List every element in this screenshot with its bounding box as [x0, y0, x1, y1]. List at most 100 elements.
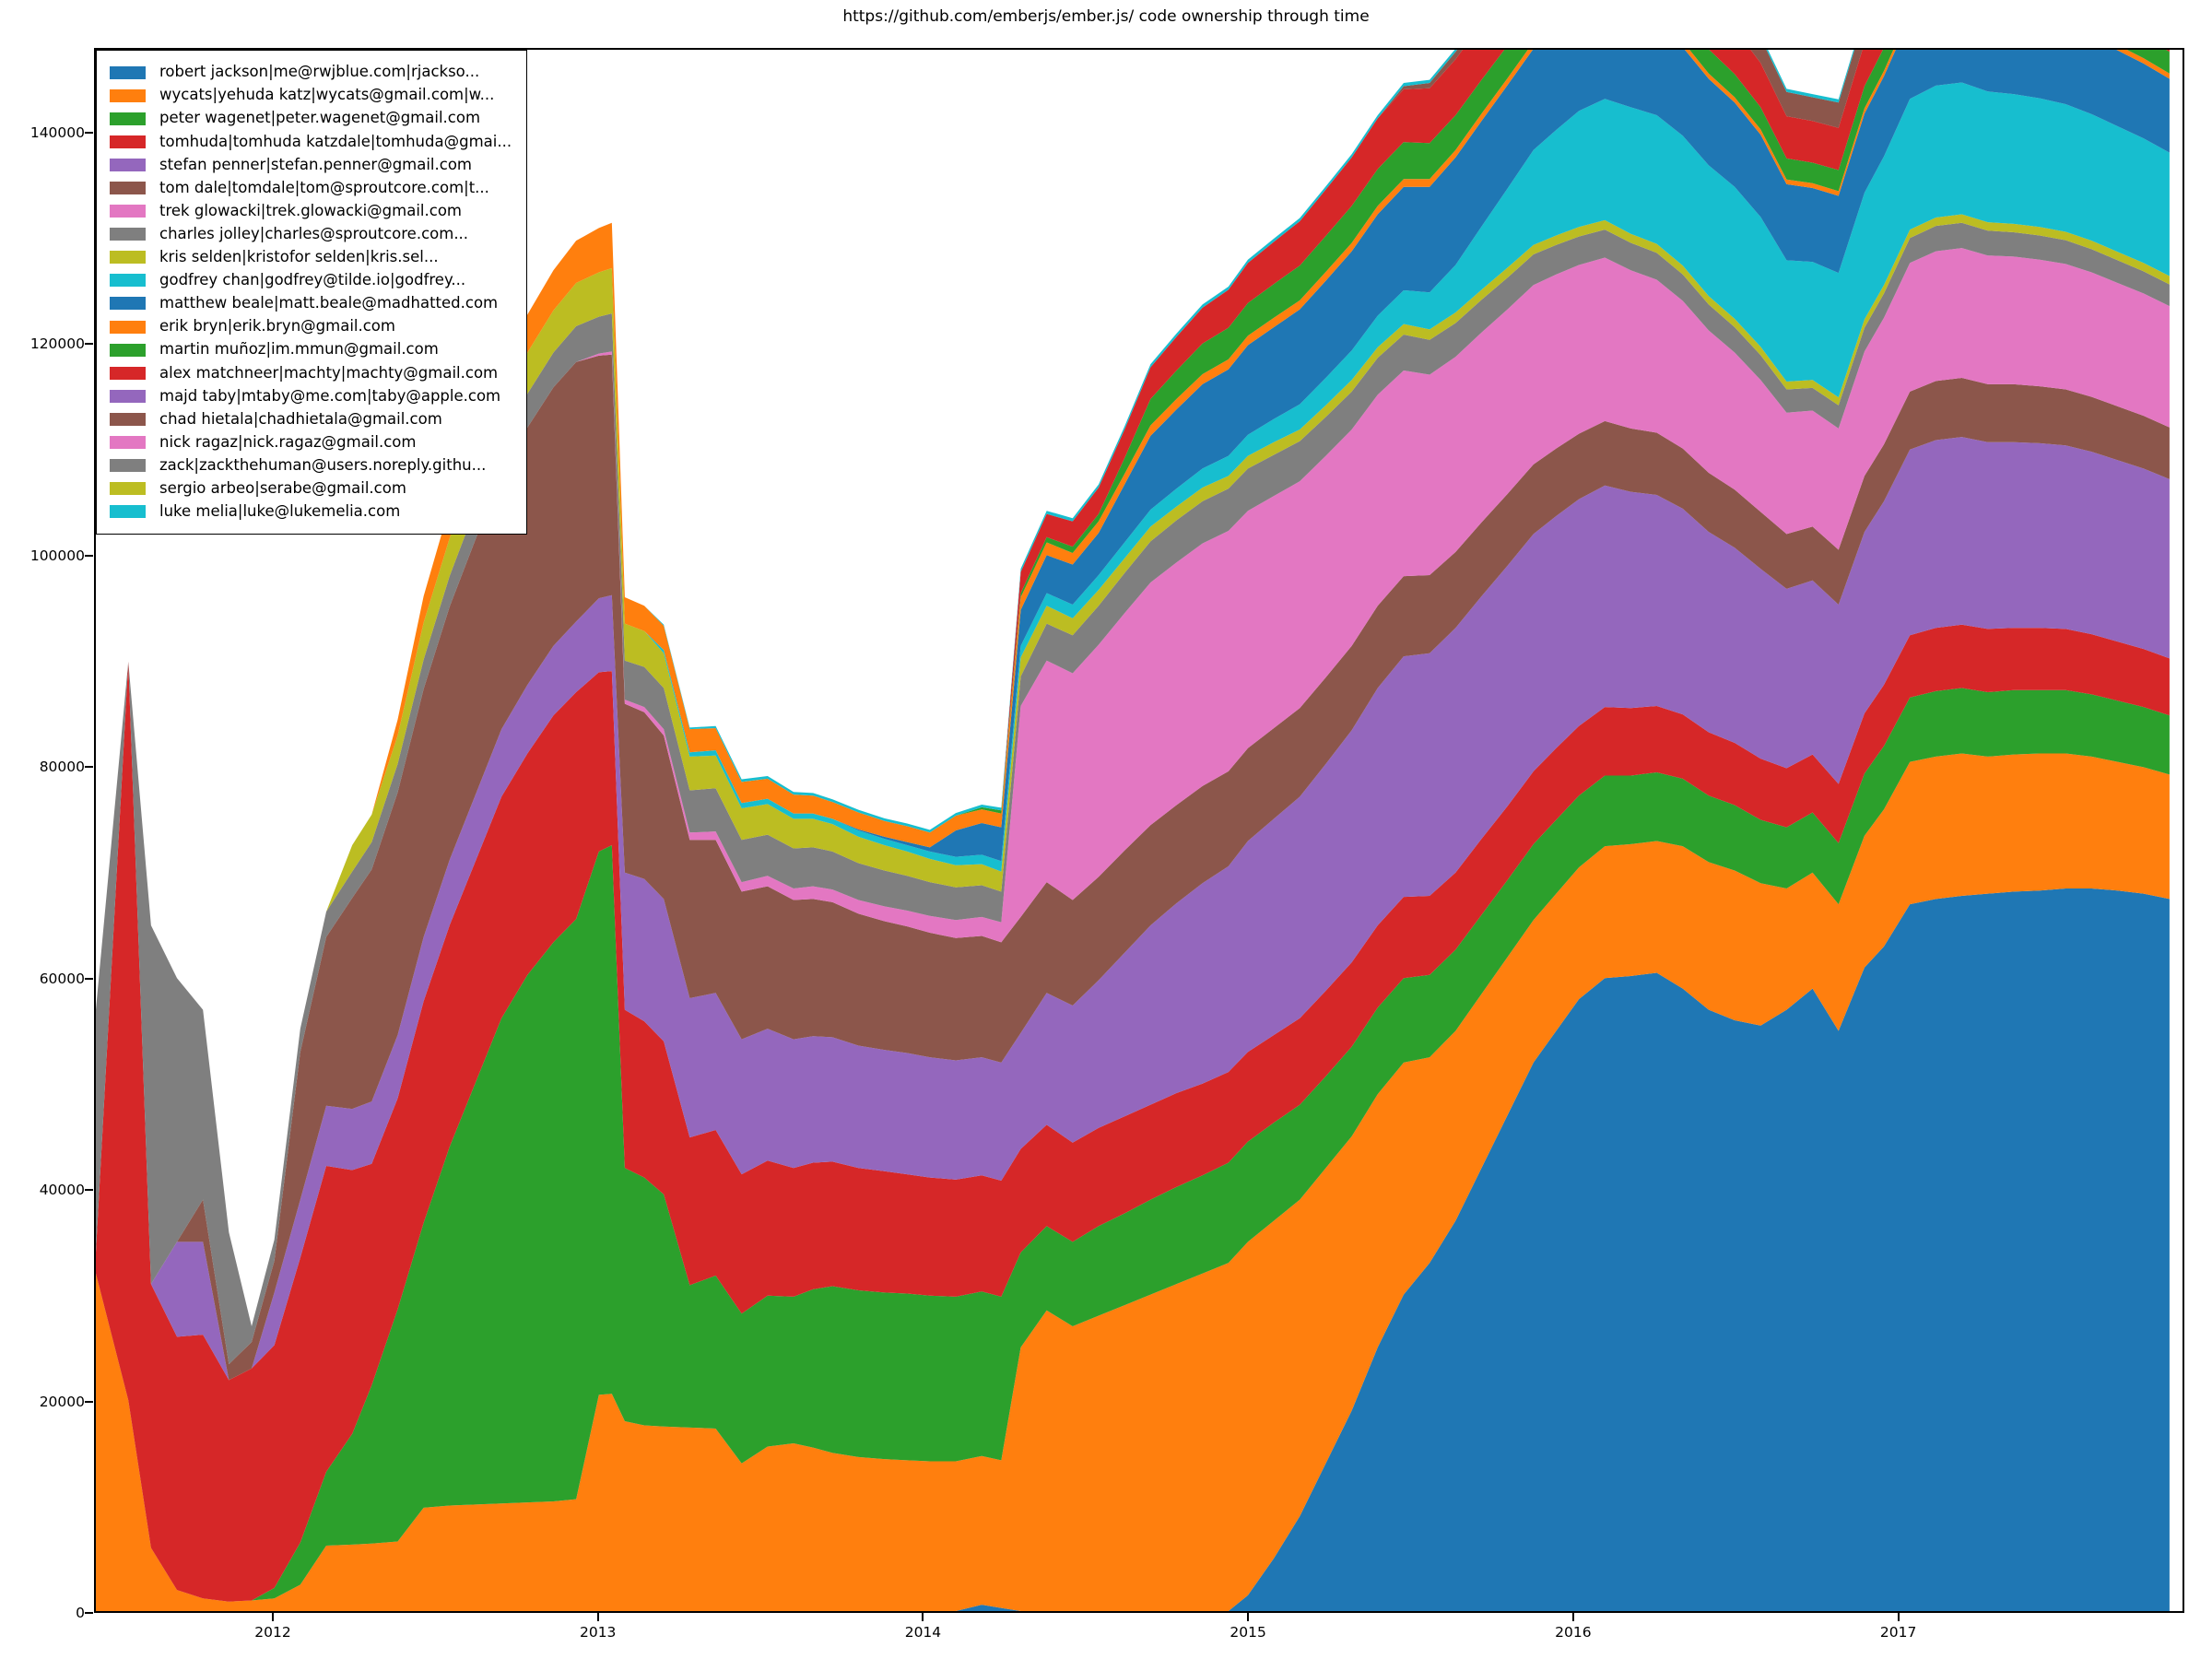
area-series: [96, 248, 2170, 1365]
area-series: [96, 624, 2170, 1602]
legend-item[interactable]: stefan penner|stefan.penner@gmail.com: [110, 153, 512, 176]
x-tick-mark: [1897, 1613, 1900, 1621]
y-tick-mark: [85, 343, 93, 346]
legend-label: wycats|yehuda katz|wycats@gmail.com|w...: [159, 86, 495, 104]
legend-item[interactable]: peter wagenet|peter.wagenet@gmail.com: [110, 107, 512, 130]
legend-color-swatch: [110, 251, 146, 265]
legend-color-swatch: [110, 505, 146, 519]
area-series: [96, 354, 2170, 1381]
legend-item[interactable]: tom dale|tomdale|tom@sproutcore.com|t...: [110, 176, 512, 199]
legend-label: erik bryn|erik.bryn@gmail.com: [159, 317, 395, 335]
x-tick-label: 2013: [579, 1624, 617, 1641]
x-tick-label: 2016: [1555, 1624, 1592, 1641]
legend-label: stefan penner|stefan.penner@gmail.com: [159, 155, 472, 173]
legend-color-swatch: [110, 182, 146, 195]
legend-color-swatch: [110, 320, 146, 334]
legend-color-swatch: [110, 459, 146, 473]
legend-item[interactable]: alex matchneer|machty|machty@gmail.com: [110, 361, 512, 384]
x-tick-label: 2017: [1879, 1624, 1917, 1641]
area-series: [96, 437, 2170, 1381]
y-tick-mark: [85, 131, 93, 134]
legend-color-swatch: [110, 297, 146, 311]
x-tick-mark: [1571, 1613, 1574, 1621]
legend-item[interactable]: martin muñoz|im.mmun@gmail.com: [110, 338, 512, 361]
stacked-area-svg: [96, 50, 2170, 1611]
legend-label: luke melia|luke@lukemelia.com: [159, 502, 401, 521]
y-tick-label: 0: [76, 1605, 85, 1621]
legend-label: tom dale|tomdale|tom@sproutcore.com|t...: [159, 178, 489, 196]
legend-color-swatch: [110, 88, 146, 102]
legend-item[interactable]: godfrey chan|godfrey@tilde.io|godfrey...: [110, 269, 512, 292]
x-tick-mark: [271, 1613, 274, 1621]
legend-label: alex matchneer|machty|machty@gmail.com: [159, 363, 499, 382]
legend-item[interactable]: luke melia|luke@lukemelia.com: [110, 500, 512, 524]
legend-item[interactable]: trek glowacki|trek.glowacki@gmail.com: [110, 200, 512, 223]
y-axis-ticks: 0 20000 40000 60000 80000 100000 120000 140000: [0, 0, 93, 1659]
y-tick-mark: [85, 554, 93, 557]
y-tick-mark: [85, 977, 93, 980]
legend-color-swatch: [110, 274, 146, 288]
legend-color-swatch: [110, 158, 146, 171]
legend-label: majd taby|mtaby@me.com|taby@apple.com: [159, 386, 501, 405]
area-series: [96, 888, 2170, 1611]
legend-item[interactable]: chad hietala|chadhietala@gmail.com: [110, 407, 512, 430]
y-tick-mark: [85, 1612, 93, 1614]
legend-item[interactable]: majd taby|mtaby@me.com|taby@apple.com: [110, 384, 512, 407]
x-tick-mark: [922, 1613, 924, 1621]
legend-item[interactable]: tomhuda|tomhuda katzdale|tomhuda@gmai...: [110, 130, 512, 153]
legend-label: kris selden|kristofor selden|kris.sel...: [159, 248, 439, 266]
plot-area: [94, 48, 2184, 1613]
y-tick-label: 20000: [39, 1393, 85, 1410]
legend-label: chad hietala|chadhietala@gmail.com: [159, 409, 442, 428]
area-series: [96, 753, 2170, 1611]
legend-color-swatch: [110, 366, 146, 380]
area-series: [96, 82, 2170, 1326]
legend-color-swatch: [110, 205, 146, 218]
legend-color-swatch: [110, 482, 146, 496]
legend-item[interactable]: kris selden|kristofor selden|kris.sel...: [110, 246, 512, 269]
legend-color-swatch: [110, 436, 146, 450]
legend-label: sergio arbeo|serabe@gmail.com: [159, 478, 406, 497]
legend-label: martin muñoz|im.mmun@gmail.com: [159, 340, 439, 359]
y-tick-mark: [85, 766, 93, 769]
legend-label: trek glowacki|trek.glowacki@gmail.com: [159, 201, 462, 219]
legend-item[interactable]: robert jackson|me@rwjblue.com|rjackso...: [110, 61, 512, 84]
legend-label: nick ragaz|nick.ragaz@gmail.com: [159, 432, 417, 451]
y-tick-mark: [85, 1189, 93, 1192]
y-tick-label: 100000: [29, 547, 85, 564]
y-tick-label: 80000: [39, 759, 85, 776]
legend-item[interactable]: erik bryn|erik.bryn@gmail.com: [110, 315, 512, 338]
y-tick-label: 140000: [29, 124, 85, 141]
legend-label: tomhuda|tomhuda katzdale|tomhuda@gmai...: [159, 132, 512, 150]
x-tick-mark: [1247, 1613, 1250, 1621]
y-tick-label: 40000: [39, 1182, 85, 1199]
y-tick-label: 60000: [39, 970, 85, 987]
legend[interactable]: robert jackson|me@rwjblue.com|rjackso...…: [96, 50, 528, 535]
x-tick-label: 2014: [904, 1624, 942, 1641]
legend-label: robert jackson|me@rwjblue.com|rjackso...: [159, 63, 480, 81]
legend-color-swatch: [110, 343, 146, 357]
legend-color-swatch: [110, 65, 146, 79]
legend-item[interactable]: nick ragaz|nick.ragaz@gmail.com: [110, 431, 512, 454]
legend-label: zack|zackthehuman@users.noreply.githu...: [159, 455, 487, 474]
x-tick-label: 2015: [1230, 1624, 1266, 1641]
legend-item[interactable]: sergio arbeo|serabe@gmail.com: [110, 477, 512, 500]
legend-item[interactable]: zack|zackthehuman@users.noreply.githu...: [110, 454, 512, 477]
legend-label: godfrey chan|godfrey@tilde.io|godfrey...: [159, 271, 466, 289]
legend-item[interactable]: matthew beale|matt.beale@madhatted.com: [110, 292, 512, 315]
x-tick-label: 2012: [254, 1624, 291, 1641]
legend-color-swatch: [110, 389, 146, 403]
legend-color-swatch: [110, 112, 146, 125]
x-tick-mark: [596, 1613, 599, 1621]
legend-label: charles jolley|charles@sproutcore.com...: [159, 224, 469, 242]
chart-title: https://github.com/emberjs/ember.js/ cod…: [842, 7, 1370, 26]
legend-label: peter wagenet|peter.wagenet@gmail.com: [159, 109, 481, 127]
legend-item[interactable]: wycats|yehuda katz|wycats@gmail.com|w...: [110, 84, 512, 107]
legend-item[interactable]: charles jolley|charles@sproutcore.com...: [110, 223, 512, 246]
legend-label: matthew beale|matt.beale@madhatted.com: [159, 294, 499, 312]
legend-color-swatch: [110, 228, 146, 241]
y-tick-mark: [85, 1400, 93, 1403]
legend-color-swatch: [110, 135, 146, 148]
